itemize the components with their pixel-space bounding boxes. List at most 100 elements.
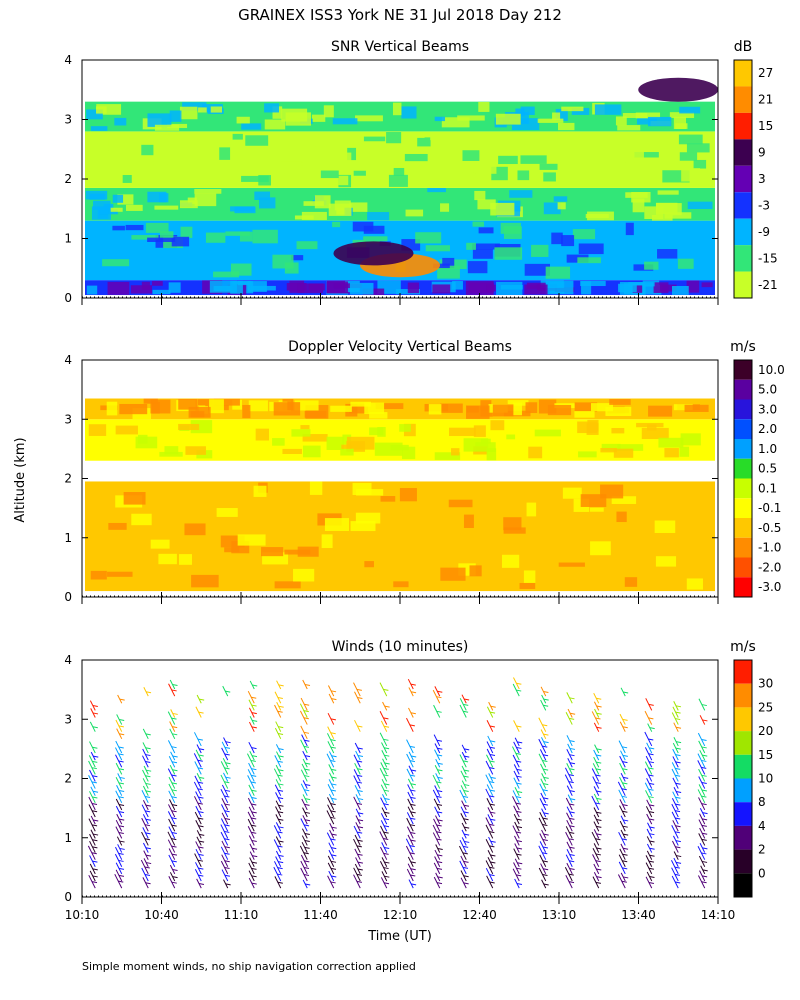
wind-barb-flag xyxy=(675,803,681,806)
wind-barb-flag xyxy=(278,854,284,857)
heat-cell xyxy=(659,132,670,143)
wind-barb-flag xyxy=(543,783,549,786)
wind-barb-flag xyxy=(252,684,258,687)
wind-barb-flag xyxy=(542,745,548,748)
heat-cell xyxy=(632,198,645,213)
heat-cell xyxy=(512,402,522,416)
wind-barb-flag xyxy=(569,825,575,828)
wind-barb xyxy=(567,708,573,718)
wind-barb-flag xyxy=(675,718,681,721)
wind-barb-flag xyxy=(490,705,496,708)
wind-barb-flag xyxy=(331,698,337,701)
wind-barb-flag xyxy=(701,824,707,827)
colorbar-swatch xyxy=(734,577,752,597)
wind-barb-flag xyxy=(145,782,151,785)
wind-barb-flag xyxy=(702,847,708,850)
wind-barb-flag xyxy=(330,746,336,749)
snr-panel: SNR Vertical Beams 0 1 2 3 4 dB 27 21 15 9 3 -3 -9 -15… xyxy=(64,39,778,305)
wind-barb-flag xyxy=(145,818,151,821)
heat-cell xyxy=(272,106,283,119)
heat-cell xyxy=(286,283,307,291)
wind-barb-flag xyxy=(171,845,177,848)
wind-barb-flag xyxy=(701,881,707,884)
wind-barb xyxy=(168,776,176,789)
wind-barb-flag xyxy=(437,811,443,814)
wind-barb-flag xyxy=(118,803,125,806)
heat-cell xyxy=(472,221,485,227)
heat-cell xyxy=(323,105,334,118)
heat-cell xyxy=(304,410,327,418)
wind-barb-flag xyxy=(622,718,628,721)
wind-barb-flag xyxy=(517,790,523,793)
wind-barb-flag xyxy=(171,831,177,834)
wind-barb-flag xyxy=(622,754,628,757)
wind-barb-flag xyxy=(171,761,178,764)
wind-barb xyxy=(487,850,494,860)
wind-barb xyxy=(248,835,255,846)
wind-barb-flag xyxy=(489,845,495,848)
wind-barb-flag xyxy=(595,802,601,805)
wind-barb xyxy=(697,875,706,889)
heat-cell xyxy=(273,402,301,416)
heat-cell xyxy=(90,570,107,580)
heat-cell xyxy=(194,193,217,207)
colorbar-label: -1.0 xyxy=(758,541,781,555)
colorbar-swatch xyxy=(734,271,752,298)
wind-barb-flag xyxy=(278,811,284,814)
x-tick-label: 13:40 xyxy=(621,908,656,922)
heat-cell xyxy=(641,427,669,439)
wind-barb xyxy=(432,789,441,804)
x-tick-label: 11:40 xyxy=(303,908,338,922)
heat-cell xyxy=(578,451,597,458)
wind-barb-flag xyxy=(702,719,708,722)
wind-barb-flag xyxy=(648,774,654,777)
wind-barb xyxy=(143,858,149,868)
wind-barb-flag xyxy=(383,789,390,792)
x-axis-label: Time (UT) xyxy=(367,929,432,944)
heat-cell xyxy=(188,406,211,418)
wind-barb-flag xyxy=(197,738,203,741)
heat-cell xyxy=(332,221,341,228)
wind-barb-flag xyxy=(437,769,443,772)
wind-barb-flag xyxy=(331,875,337,878)
wind-barb xyxy=(644,782,653,796)
wind-barb-flag xyxy=(91,802,98,805)
heat-cell xyxy=(324,518,350,532)
wind-barb-flag xyxy=(118,725,124,728)
wind-barb-flag xyxy=(358,798,364,801)
wind-barb-flag xyxy=(701,860,708,863)
wind-barb-flag xyxy=(702,875,708,878)
wind-barb-flag xyxy=(622,825,628,828)
wind-barb xyxy=(249,843,255,853)
wind-barb xyxy=(300,854,308,868)
heat-cell xyxy=(585,213,609,219)
wind-barb-flag xyxy=(649,826,655,829)
y-tick-label: 4 xyxy=(64,53,72,67)
wind-barb-flag xyxy=(119,818,125,821)
heat-cell xyxy=(589,507,604,512)
wind-barb-flag xyxy=(199,776,205,779)
heat-cell xyxy=(437,265,460,279)
wind-barb xyxy=(168,848,176,860)
wind-barb-flag xyxy=(436,838,442,841)
wind-barb-flag xyxy=(330,739,336,742)
heat-cell xyxy=(302,434,328,442)
heat-cell xyxy=(653,282,669,293)
heat-cell xyxy=(237,534,266,546)
heat-cell xyxy=(303,201,324,206)
heat-cell xyxy=(622,113,648,118)
wind-barb xyxy=(115,747,123,761)
wind-barb-flag xyxy=(649,747,655,750)
wind-barb-flag xyxy=(410,774,416,777)
wind-barb-flag xyxy=(92,705,98,707)
heat-cell xyxy=(590,403,614,412)
heat-cell xyxy=(159,193,169,203)
wind-barb-flag xyxy=(251,839,257,842)
wind-barb-flag xyxy=(648,867,655,870)
wind-barb-flag xyxy=(330,718,337,721)
wind-barb-flag xyxy=(330,860,337,863)
heat-cell xyxy=(239,231,253,242)
wind-barb-flag xyxy=(463,703,469,706)
wind-barb-flag xyxy=(675,726,682,729)
